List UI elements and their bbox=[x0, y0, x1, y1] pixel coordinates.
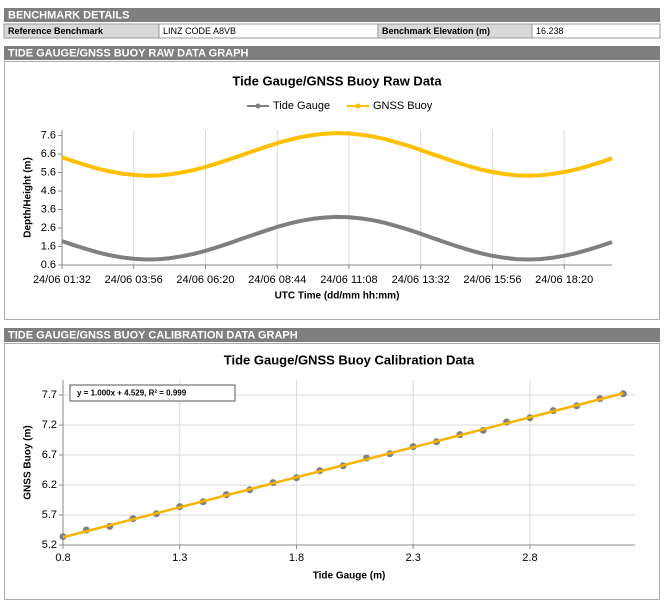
y-tick-label: 4.6 bbox=[41, 185, 56, 197]
cell-label: Reference Benchmark bbox=[8, 26, 104, 36]
y-tick-label: 5.6 bbox=[41, 166, 56, 178]
trend-line bbox=[62, 392, 624, 539]
legend-label: Tide Gauge bbox=[273, 100, 330, 112]
section-title: TIDE GAUGE/GNSS BUOY RAW DATA GRAPH bbox=[8, 47, 248, 59]
y-tick-label: 6.7 bbox=[42, 449, 57, 461]
x-tick-label: 1.3 bbox=[172, 552, 187, 564]
x-tick-label: 24/06 01:32 bbox=[33, 274, 91, 286]
section-bar bbox=[4, 328, 660, 342]
x-axis-title: UTC Time (dd/mm hh:mm) bbox=[275, 291, 400, 302]
x-tick-label: 24/06 13:32 bbox=[392, 274, 450, 286]
legend-label: GNSS Buoy bbox=[373, 100, 433, 112]
x-tick-label: 1.8 bbox=[289, 552, 304, 564]
y-tick-label: 6.2 bbox=[42, 479, 57, 491]
y-axis-title: Depth/Height (m) bbox=[23, 157, 34, 238]
chart-title: Tide Gauge/GNSS Buoy Calibration Data bbox=[224, 352, 475, 367]
panel bbox=[4, 343, 660, 600]
y-tick-label: 0.6 bbox=[41, 259, 56, 271]
legend-marker bbox=[355, 103, 361, 109]
x-tick-label: 24/06 03:56 bbox=[105, 274, 163, 286]
y-tick-label: 7.7 bbox=[42, 389, 57, 401]
annotation: y = 1.000x + 4.529, R² = 0.999 bbox=[77, 389, 187, 398]
x-tick-label: 2.8 bbox=[522, 552, 537, 564]
y-tick-label: 7.6 bbox=[41, 129, 56, 141]
x-tick-label: 24/06 11:08 bbox=[320, 274, 377, 286]
series-line bbox=[61, 214, 613, 262]
section-title: BENCHMARK DETAILS bbox=[8, 9, 129, 21]
y-tick-label: 5.2 bbox=[42, 539, 57, 551]
cell-value: LINZ CODE A8VB bbox=[163, 26, 236, 36]
x-tick-label: 24/06 18:20 bbox=[535, 274, 593, 286]
cell-value: 16.238 bbox=[536, 26, 564, 36]
x-tick-label: 2.3 bbox=[406, 552, 421, 564]
x-tick-label: 0.8 bbox=[55, 552, 70, 564]
x-tick-label: 24/06 06:20 bbox=[176, 274, 234, 286]
x-axis-title: Tide Gauge (m) bbox=[313, 571, 386, 582]
section-title: TIDE GAUGE/GNSS BUOY CALIBRATION DATA GR… bbox=[8, 329, 298, 341]
section-bar bbox=[4, 46, 660, 60]
x-tick-label: 24/06 08:44 bbox=[248, 274, 306, 286]
y-tick-label: 6.6 bbox=[41, 148, 56, 160]
section-bar bbox=[4, 8, 660, 22]
cell-label: Benchmark Elevation (m) bbox=[382, 26, 490, 36]
annotation-box bbox=[69, 384, 236, 402]
panel bbox=[4, 61, 660, 320]
cell bbox=[531, 23, 661, 39]
legend-marker bbox=[255, 103, 261, 109]
y-tick-label: 1.6 bbox=[41, 240, 56, 252]
series-line bbox=[61, 131, 613, 178]
x-tick-label: 24/06 15:56 bbox=[463, 274, 521, 286]
y-tick-label: 5.7 bbox=[42, 509, 57, 521]
y-tick-label: 2.6 bbox=[41, 222, 56, 234]
chart-title: Tide Gauge/GNSS Buoy Raw Data bbox=[232, 73, 442, 88]
y-tick-label: 7.2 bbox=[42, 419, 57, 431]
y-axis-title: GNSS Buoy (m) bbox=[23, 425, 34, 499]
y-tick-label: 3.6 bbox=[41, 203, 56, 215]
